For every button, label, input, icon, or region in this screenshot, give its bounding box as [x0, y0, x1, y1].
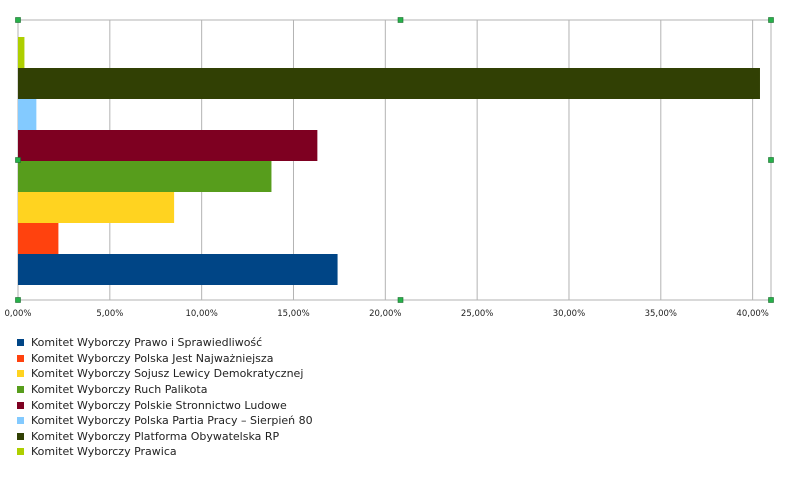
- bar: [18, 223, 59, 254]
- legend-item: Komitet Wyborczy Polska Partia Pracy – S…: [17, 413, 313, 429]
- legend-swatch: [17, 417, 24, 425]
- legend-item: Komitet Wyborczy Polska Jest Najważniejs…: [17, 351, 313, 367]
- bar: [18, 99, 37, 130]
- bar: [18, 37, 25, 68]
- legend-label: Komitet Wyborczy Prawica: [31, 445, 177, 459]
- legend-item: Komitet Wyborczy Platforma Obywatelska R…: [17, 429, 313, 445]
- selection-handle: [15, 157, 21, 163]
- legend-swatch: [17, 386, 24, 394]
- legend-swatch: [17, 354, 24, 362]
- x-tick-label: 30,00%: [553, 309, 585, 319]
- legend-swatch: [17, 432, 24, 440]
- legend-swatch: [17, 370, 24, 378]
- legend: Komitet Wyborczy Prawo i Sprawiedliwość K…: [17, 335, 313, 460]
- x-tick-label: 10,00%: [185, 309, 217, 319]
- x-tick-label: 15,00%: [277, 309, 309, 319]
- legend-item: Komitet Wyborczy Sojusz Lewicy Demokraty…: [17, 366, 313, 382]
- legend-swatch: [17, 448, 24, 456]
- selection-handle: [15, 17, 21, 23]
- bar-chart: 0,00% 5,00% 10,00% 15,00% 20,00% 25,00% 30,00%…: [4, 17, 774, 319]
- bar: [18, 192, 175, 223]
- x-tick-label: 35,00%: [645, 309, 677, 319]
- selection-handle: [397, 297, 404, 303]
- bar: [18, 130, 318, 161]
- selection-handles: [15, 17, 774, 303]
- selection-handle: [768, 157, 774, 163]
- x-tick-label: 0,00%: [4, 309, 31, 319]
- legend-label: Komitet Wyborczy Ruch Palikota: [31, 383, 208, 397]
- bar: [18, 68, 760, 99]
- selection-handle: [397, 17, 404, 23]
- selection-handle: [768, 297, 774, 303]
- bar: [18, 161, 272, 192]
- bar: [18, 254, 338, 285]
- x-tick-label: 5,00%: [96, 309, 123, 319]
- legend-item: Komitet Wyborczy Polskie Stronnictwo Lud…: [17, 397, 313, 413]
- legend-item: Komitet Wyborczy Prawo i Sprawiedliwość: [17, 335, 313, 351]
- x-tick-label: 40,00%: [736, 309, 768, 319]
- legend-item: Komitet Wyborczy Prawica: [17, 444, 313, 460]
- x-tick-label: 20,00%: [369, 309, 401, 319]
- legend-label: Komitet Wyborczy Prawo i Sprawiedliwość: [31, 336, 263, 350]
- x-tick-label: 25,00%: [461, 309, 493, 319]
- legend-item: Komitet Wyborczy Ruch Palikota: [17, 382, 313, 398]
- legend-label: Komitet Wyborczy Platforma Obywatelska R…: [31, 429, 280, 443]
- legend-swatch: [17, 339, 24, 347]
- legend-label: Komitet Wyborczy Polska Jest Najważniejs…: [31, 351, 274, 365]
- legend-label: Komitet Wyborczy Sojusz Lewicy Demokraty…: [31, 367, 304, 381]
- legend-label: Komitet Wyborczy Polskie Stronnictwo Lud…: [31, 398, 287, 412]
- x-axis-tick-labels: 0,00% 5,00% 10,00% 15,00% 20,00% 25,00% 30,00%…: [4, 309, 768, 319]
- bars: [18, 37, 760, 285]
- selection-handle: [768, 17, 774, 23]
- selection-handle: [15, 297, 21, 303]
- legend-swatch: [17, 401, 24, 409]
- legend-label: Komitet Wyborczy Polska Partia Pracy – S…: [31, 414, 313, 428]
